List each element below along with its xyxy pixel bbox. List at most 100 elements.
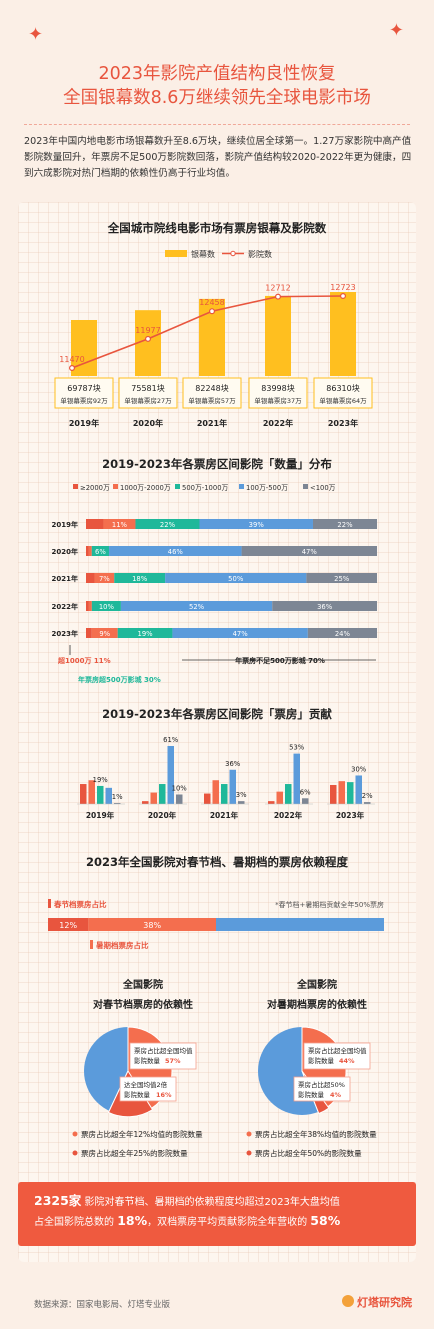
legend-label: 春节档票房占比 [54, 899, 107, 909]
pie-label-text: 影院数量 [134, 1056, 161, 1065]
legend-label: 暑期档票房占比 [95, 940, 149, 950]
page-title: 2023年影院产值结构良性恢复 全国银幕数8.6万继续领先全球电影市场 [0, 62, 434, 110]
segment-bar [88, 601, 92, 611]
contribution-bar [268, 801, 275, 804]
legend-swatch [239, 484, 244, 489]
contribution-bar [80, 784, 87, 804]
segment-bar [241, 546, 377, 556]
legend-dot [72, 1150, 78, 1156]
segment-label: 6% [95, 548, 106, 556]
cinema-value-label: 12712 [265, 284, 290, 293]
screen-bar [135, 310, 161, 376]
legend-label: 票房占比超全年12%均值的影院数量 [81, 1129, 203, 1139]
bar-value-label: 2% [362, 792, 373, 800]
pie-label-text: 票房占比超50% [298, 1080, 345, 1089]
bar-value-label: 36% [225, 760, 241, 768]
legend-label: 票房占比超全年25%的影院数量 [81, 1148, 188, 1158]
contribution-bar [88, 780, 95, 804]
contribution-bar [114, 803, 121, 804]
pie-label-text: 票房占比超全国均值 [134, 1046, 193, 1055]
per-screen-label: 单银幕票房27万 [124, 396, 172, 405]
chart4-title: 2023年全国影院对春节档、暑期档的票房依赖程度 [85, 855, 348, 869]
y-tick-label: 2020年 [52, 547, 78, 556]
annotation-label: 超1000万 11% [58, 656, 111, 665]
pie-label-box [119, 1076, 177, 1102]
cinema-point [275, 293, 282, 300]
summary-pct-1: 18% [117, 1213, 148, 1228]
x-tick-label: 2021年 [210, 810, 239, 820]
pie-label-pct: 4% [330, 1091, 342, 1099]
segment-label: 46% [168, 548, 184, 556]
segment-bar [120, 601, 273, 611]
sparkle-icon: ✦ [28, 24, 44, 45]
legend-label: 1000万-2000万 [120, 484, 171, 492]
segment-label: 22% [337, 521, 353, 529]
contribution-bar [229, 769, 236, 804]
screen-label-box [54, 377, 114, 409]
segment-bar [86, 628, 92, 638]
contribution-bar [150, 792, 157, 804]
pie-label-box [293, 1076, 351, 1102]
segment-bar [91, 628, 118, 638]
legend-label: 票房占比超全年38%均值的影院数量 [255, 1129, 377, 1139]
contribution-bar [105, 787, 112, 804]
contribution-bar [142, 801, 149, 804]
contribution-bar [167, 746, 174, 804]
legend-swatch [165, 250, 187, 257]
data-source: 数据来源：国家电影局、灯塔专业版 [34, 1300, 171, 1310]
pie-label-text: 影院数量 [298, 1090, 325, 1099]
screen-label-box [313, 377, 373, 409]
per-screen-label: 单银幕票房37万 [254, 396, 302, 405]
cinema-value-label: 11470 [59, 355, 84, 364]
segment-bar [172, 628, 308, 638]
pie-label-pct: 44% [339, 1057, 355, 1065]
segment-bar [165, 573, 307, 583]
chart1-title: 全国城市院线电影市场有票房银幕及影院数 [107, 221, 327, 235]
chart2-title: 2019-2023年各票房区间影院「数量」分布 [102, 457, 332, 471]
contribution-bar [330, 784, 337, 804]
pie-label-pct: 16% [156, 1091, 172, 1099]
segment-label: 19% [138, 630, 154, 638]
bar-value-label: 1% [112, 793, 123, 801]
contribution-bar [293, 753, 300, 804]
x-tick-label: 2023年 [336, 810, 365, 820]
legend-dot [246, 1150, 252, 1156]
cinema-point [68, 365, 75, 372]
y-tick-label: 2019年 [52, 520, 78, 529]
pie-label-text: 影院数量 [124, 1090, 151, 1099]
segment-label: 7% [99, 575, 110, 583]
screen-bar [265, 295, 291, 376]
legend-label: 100万-500万 [246, 484, 288, 492]
x-tick-label: 2022年 [263, 418, 293, 428]
x-tick-label: 2022年 [274, 810, 303, 820]
pie-label-box [303, 1042, 371, 1070]
cinema-point [209, 308, 216, 315]
legend-label: 银幕数 [191, 249, 215, 259]
bar-value-label: 19% [93, 776, 109, 784]
screen-bar [330, 292, 356, 376]
pie-label-text: 影院数量 [308, 1056, 335, 1065]
x-tick-label: 2021年 [197, 418, 227, 428]
contribution-bar [347, 782, 354, 804]
summary-text-2a: 占全国影院总数的 [34, 1217, 118, 1228]
cinema-value-label: 12458 [199, 298, 224, 307]
segment-bar [199, 519, 313, 529]
segment-label: 18% [132, 575, 148, 583]
segment-label: 47% [233, 630, 249, 638]
legend-label: ≥2000万 [80, 484, 110, 492]
contribution-bar [364, 802, 371, 804]
segment-bar [135, 519, 200, 529]
per-screen-label: 单银幕票房92万 [60, 396, 108, 405]
screen-label-box [182, 377, 242, 409]
x-tick-label: 2019年 [86, 810, 115, 820]
x-tick-label: 2023年 [328, 418, 358, 428]
segment-bar [306, 573, 377, 583]
screen-label-box [118, 377, 178, 409]
segment-label: 10% [99, 603, 115, 611]
segment-bar [103, 519, 136, 529]
segment-bar [94, 573, 115, 583]
chart3-title: 2019-2023年各票房区间影院「票房」贡献 [102, 707, 332, 721]
segment-label: 47% [302, 548, 318, 556]
summary-pct-2: 58% [310, 1213, 341, 1228]
